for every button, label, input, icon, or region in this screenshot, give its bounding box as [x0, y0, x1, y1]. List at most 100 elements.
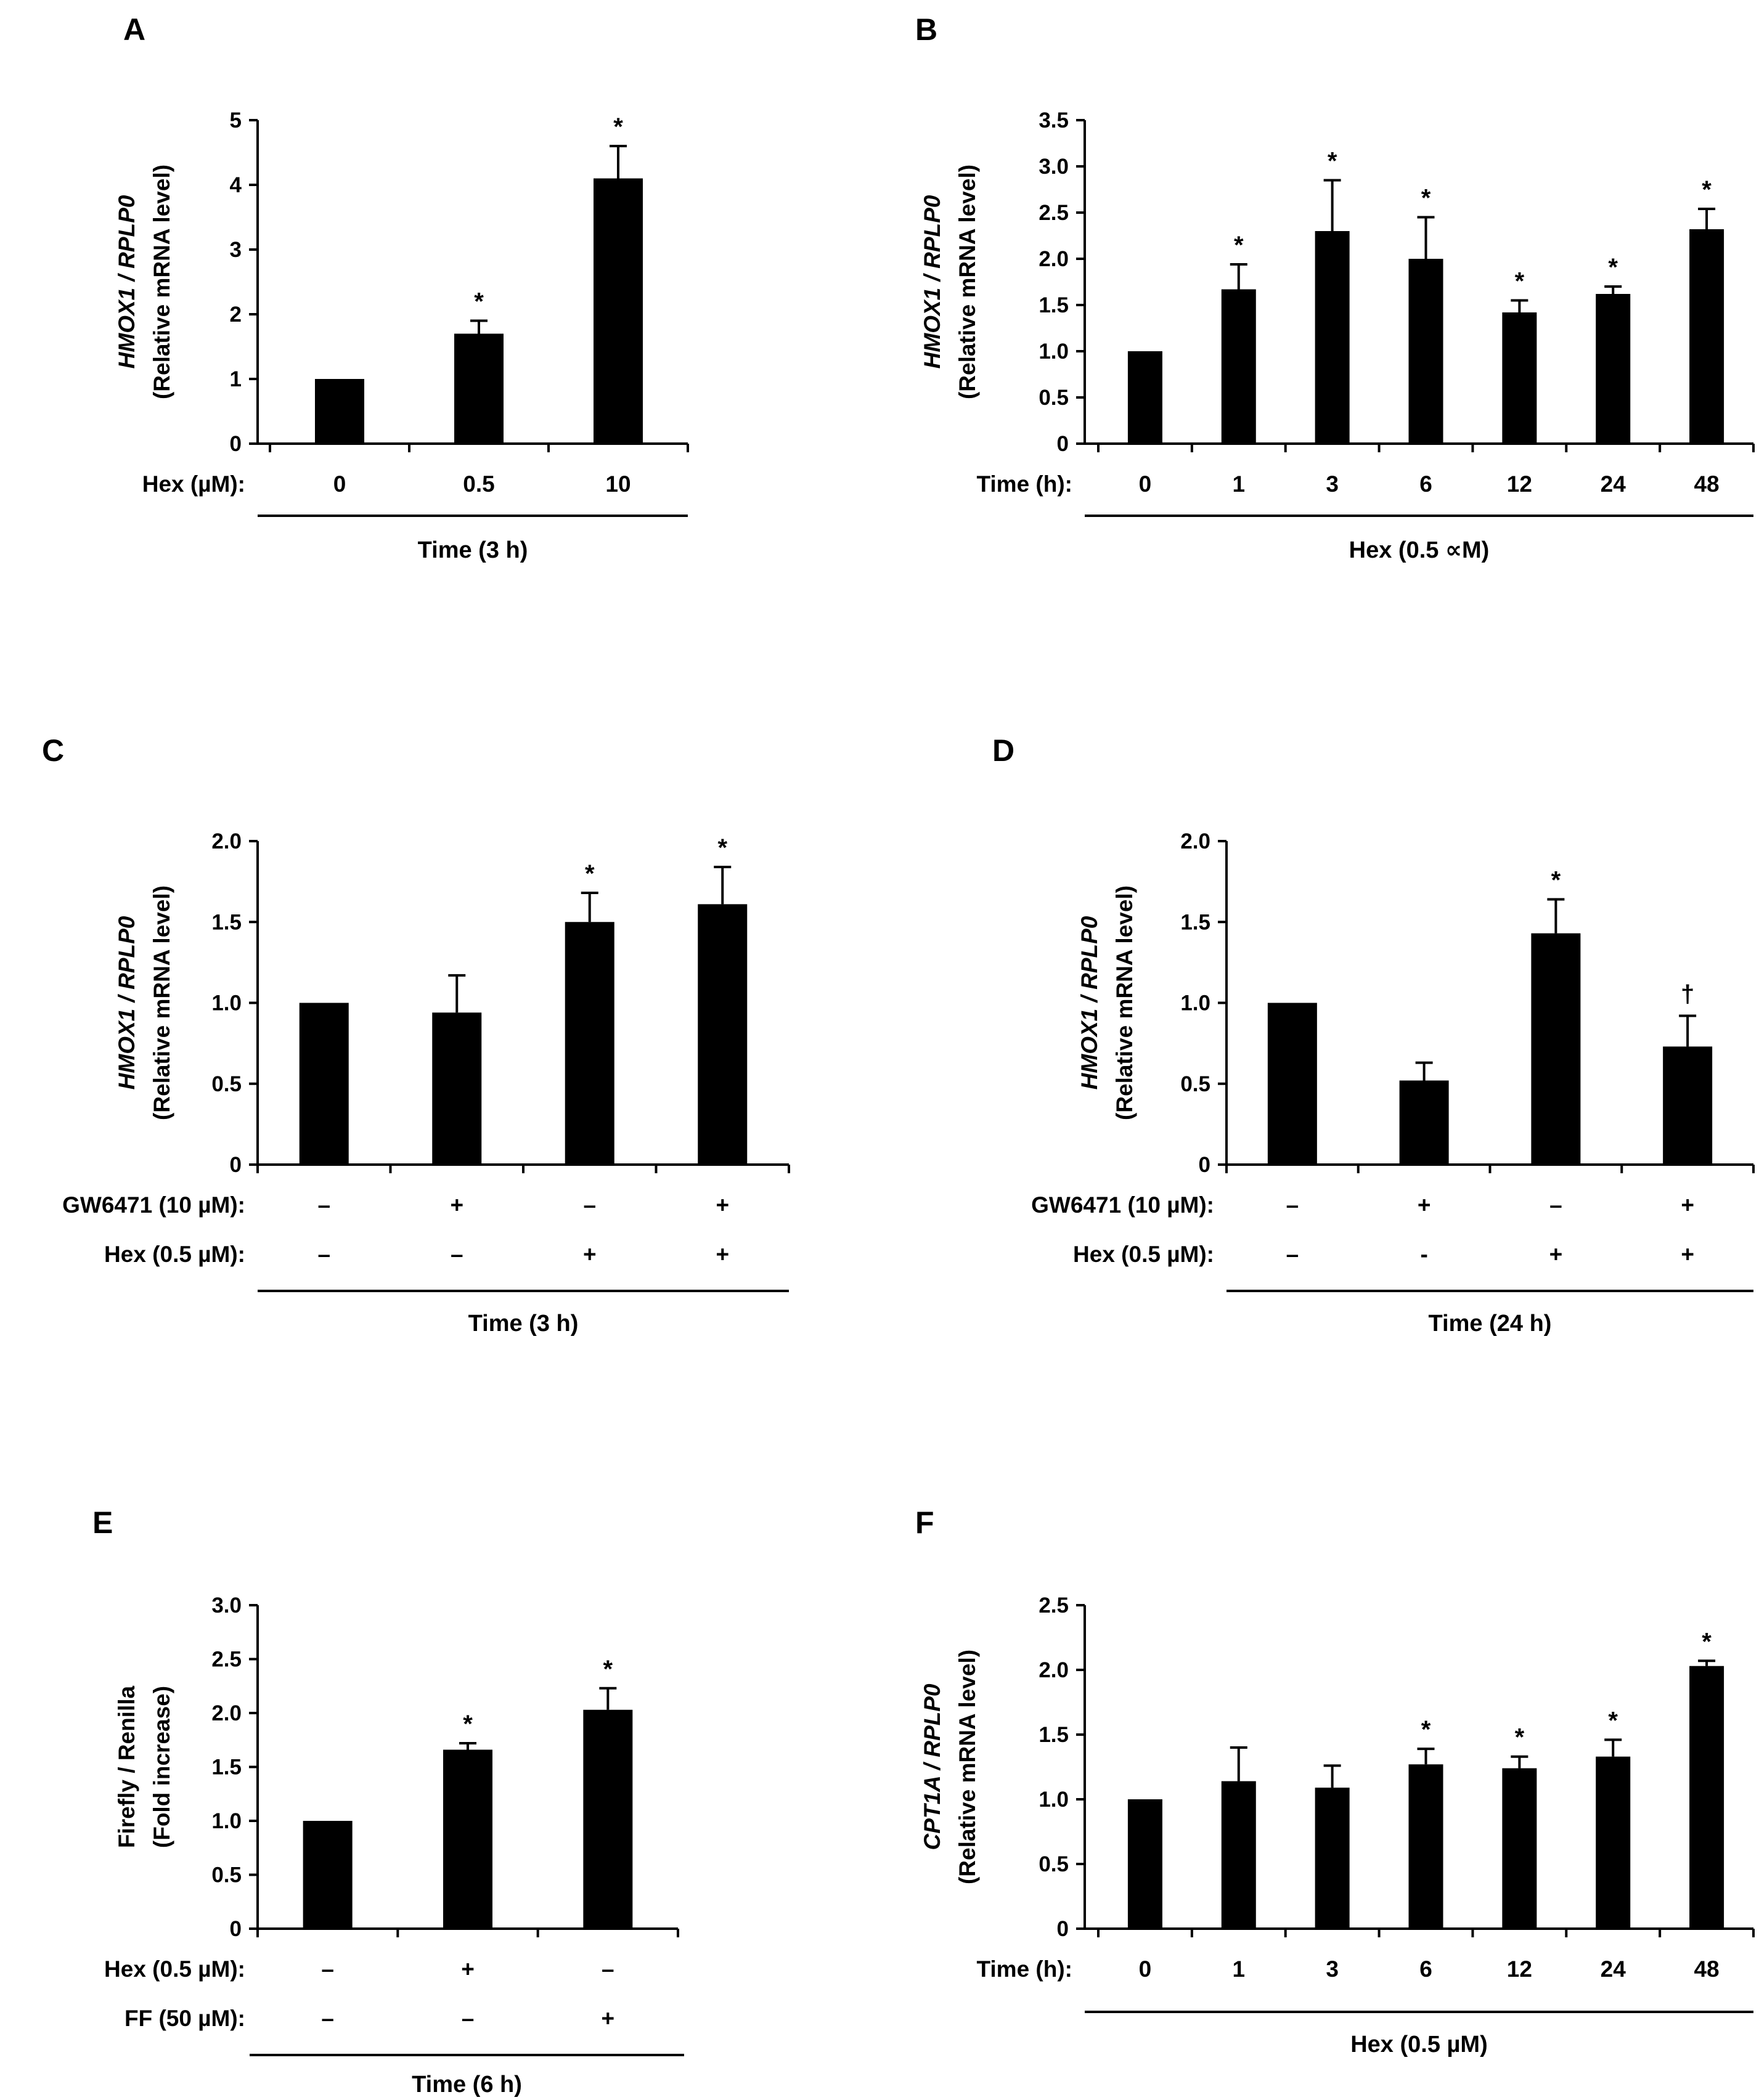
bar — [1221, 289, 1256, 444]
y-tick-label: 2 — [230, 303, 242, 327]
panel-e: E 0 0.5 1.0 1.5 2.0 2.5 3.0 – – * + – * – + Hex (0.5 µM)… — [92, 1505, 684, 2098]
bar — [698, 904, 748, 1165]
condition-value: 6 — [1419, 1956, 1432, 1982]
bar — [1315, 1788, 1350, 1929]
bar — [1502, 312, 1537, 444]
bar — [1408, 1764, 1443, 1929]
panel-letter: D — [992, 733, 1014, 768]
bar — [583, 1709, 633, 1929]
y-axis-title: Firefly / Renilla — [114, 1685, 139, 1848]
y-tick-label: 0 — [1199, 1153, 1210, 1177]
condition-value: 1 — [1232, 471, 1245, 497]
significance-mark: * — [717, 834, 727, 861]
y-axis-subtitle: (Relative mRNA level) — [1112, 885, 1137, 1120]
significance-mark: * — [613, 113, 623, 140]
significance-mark: † — [1681, 981, 1694, 1008]
y-tick-label: 3.0 — [1039, 155, 1069, 179]
y-tick-label: 1 — [230, 367, 242, 391]
condition-label: Time (h): — [976, 471, 1072, 497]
significance-mark: * — [1421, 1716, 1431, 1743]
y-axis-subtitle: (Fold increase) — [149, 1686, 174, 1848]
bar — [1315, 231, 1350, 444]
condition-label: Hex (0.5 µM): — [104, 1242, 245, 1267]
condition-value: 24 — [1601, 471, 1626, 497]
panel-c: C 0 0.5 1.0 1.5 2.0 – – + – * – + * + + GW6471 (10 µM): H… — [42, 733, 790, 1337]
condition-value: + — [1549, 1242, 1563, 1267]
condition-value: – — [1286, 1242, 1299, 1267]
condition-label: FF (50 µM): — [124, 2006, 245, 2031]
significance-mark: * — [1608, 254, 1618, 281]
footer-label: Time (3 h) — [468, 1311, 579, 1337]
significance-mark: * — [1421, 185, 1431, 212]
y-axis-title: HMOX1 / RPLP0 — [114, 195, 139, 368]
condition-value: 0 — [333, 471, 346, 497]
footer-label: Hex (0.5 µM) — [1350, 2032, 1488, 2057]
panel-letter: A — [123, 12, 145, 47]
bar — [303, 1821, 353, 1929]
bar — [1663, 1046, 1713, 1165]
y-tick-label: 0.5 — [1039, 1852, 1069, 1876]
panel-d: D 0 0.5 1.0 1.5 2.0 – – + - * – + † + + GW6471 (10 µM): H… — [992, 733, 1755, 1337]
significance-mark: * — [474, 288, 484, 315]
y-tick-label: 5 — [230, 108, 242, 132]
condition-value: 1 — [1232, 1956, 1245, 1982]
y-tick-label: 1.5 — [211, 910, 242, 934]
condition-value: 10 — [605, 471, 631, 497]
y-tick-label: 0 — [230, 1153, 242, 1177]
y-tick-label: 3.0 — [211, 1593, 242, 1618]
condition-value: 0 — [1139, 1956, 1152, 1982]
significance-mark: * — [603, 1656, 613, 1683]
y-tick-label: 2.0 — [1180, 829, 1210, 853]
condition-value: – — [317, 1242, 330, 1267]
condition-value: + — [461, 1956, 475, 1982]
y-tick-label: 3.5 — [1039, 108, 1069, 132]
condition-value: + — [583, 1242, 597, 1267]
bar — [1408, 259, 1443, 444]
condition-value: – — [321, 1956, 334, 1982]
y-tick-label: 0 — [1057, 432, 1069, 456]
condition-value: 12 — [1507, 471, 1532, 497]
y-tick-label: 1.5 — [211, 1756, 242, 1780]
y-tick-label: 0.5 — [1180, 1072, 1210, 1096]
condition-value: 12 — [1507, 1956, 1532, 1982]
bar — [1127, 351, 1162, 444]
bar — [1267, 1003, 1317, 1165]
significance-mark: * — [1234, 232, 1244, 259]
y-axis-subtitle: (Relative mRNA level) — [149, 885, 174, 1120]
significance-mark: * — [585, 860, 595, 887]
y-axis-title: HMOX1 / RPLP0 — [920, 195, 945, 368]
bar — [454, 333, 504, 444]
significance-mark: * — [1608, 1707, 1618, 1734]
panel-b: B 0 0.5 1.0 1.5 2.0 2.5 3.0 3.5 0 * 1 * 3 * 6 * 12 * 24 * 48 T… — [915, 12, 1755, 563]
bar — [1689, 229, 1724, 444]
y-tick-label: 4 — [230, 173, 242, 197]
y-tick-label: 3 — [230, 238, 242, 262]
y-tick-label: 1.0 — [1039, 340, 1069, 364]
condition-value: + — [450, 1192, 463, 1218]
y-tick-label: 1.0 — [211, 1809, 242, 1833]
significance-mark: * — [1551, 867, 1561, 894]
y-axis-subtitle: (Relative mRNA level) — [955, 165, 980, 399]
condition-value: – — [462, 2006, 475, 2031]
condition-value: 0.5 — [463, 471, 494, 497]
bar — [1399, 1080, 1449, 1165]
panel-f: F 0 0.5 1.0 1.5 2.0 2.5 0 1 3 * 6 * 12 * 24 * 48 Time (h):… — [915, 1505, 1755, 2057]
condition-label: GW6471 (10 µM): — [1031, 1192, 1214, 1218]
condition-value: 0 — [1139, 471, 1152, 497]
condition-value: – — [321, 2006, 334, 2031]
y-tick-label: 0.5 — [1039, 386, 1069, 410]
condition-label: Time (h): — [976, 1956, 1072, 1982]
condition-value: + — [716, 1192, 729, 1218]
condition-label: Hex (µM): — [142, 471, 245, 497]
condition-value: + — [1681, 1242, 1694, 1267]
bar — [1596, 1756, 1631, 1929]
bar — [1596, 294, 1631, 444]
panel-letter: C — [42, 733, 64, 768]
y-axis-subtitle: (Relative mRNA level) — [955, 1650, 980, 1884]
y-tick-label: 0 — [230, 432, 242, 456]
condition-value: – — [583, 1192, 596, 1218]
bar — [432, 1012, 482, 1165]
condition-value: + — [602, 2006, 615, 2031]
condition-value: – — [451, 1242, 463, 1267]
